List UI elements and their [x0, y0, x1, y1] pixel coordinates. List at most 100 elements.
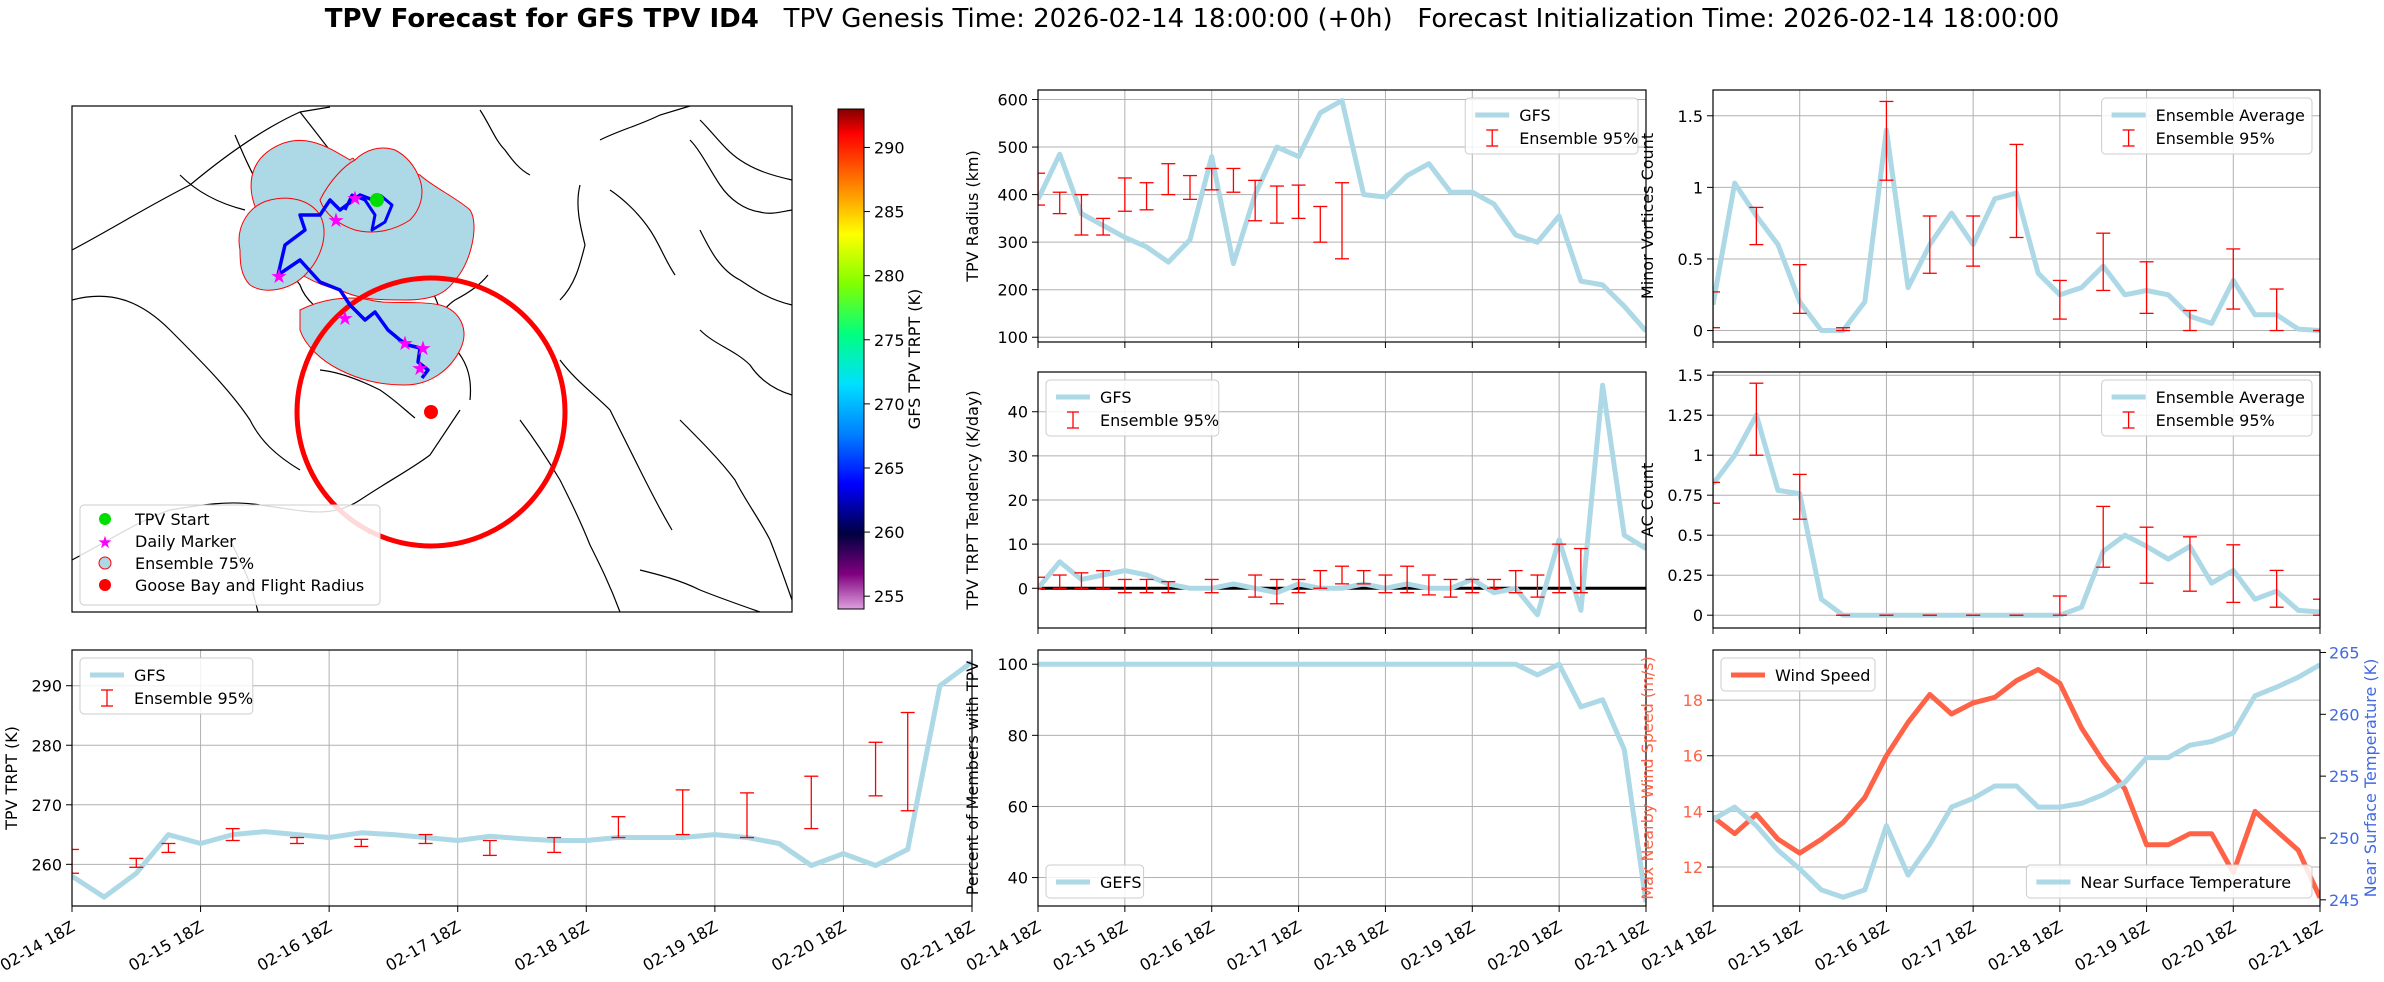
ensemble-75-southeast-lobe	[299, 297, 465, 386]
ensemble-75-north-lobe	[319, 147, 423, 233]
errorbar	[1966, 215, 1981, 267]
y-tick-label: 1	[1693, 446, 1703, 465]
errorbar	[1443, 578, 1458, 598]
errorbar	[1749, 206, 1764, 246]
legend-box	[2025, 864, 2313, 899]
colorbar-tick-label: 255	[874, 587, 905, 606]
errorbar	[1313, 205, 1328, 243]
x-tick-label: 02-14 18Z	[0, 917, 78, 975]
errorbar	[1713, 481, 1720, 504]
errorbar	[1552, 543, 1567, 594]
x-tick-label: 02-18 18Z	[511, 917, 592, 975]
y-tick-label: 0.25	[1667, 566, 1703, 585]
errorbar	[547, 836, 562, 854]
x-tick-label: 02-21 18Z	[1571, 917, 1652, 975]
chart-trpt: 260 270 280 290 TPV TRPT (K) 02-14 18Z 02-15 1…	[0, 649, 978, 975]
x-tick-label: 02-21 18Z	[2245, 917, 2326, 975]
daily-marker-6: ★	[414, 336, 432, 360]
y-tick-label: 100	[997, 328, 1028, 347]
y-tick-label: 0	[1693, 606, 1703, 625]
legend-goose-bay: Goose Bay and Flight Radius	[135, 576, 364, 595]
colorbar-tick-label: 285	[874, 203, 905, 222]
errorbar	[868, 741, 883, 797]
errorbar	[1335, 565, 1349, 585]
legend-label: GFS	[1519, 106, 1550, 125]
daily-marker-4: ★	[336, 306, 354, 330]
x-tick-label: 02-19 18Z	[2071, 917, 2152, 975]
figure-title-rest: TPV Genesis Time: 2026-02-14 18:00:00 (+…	[758, 4, 2060, 34]
legend-box	[79, 657, 254, 715]
chart-percent: 40 60 80 100 Percent of Members with TPV 02-1…	[963, 649, 1652, 975]
x-tick-label: 02-17 18Z	[1223, 917, 1304, 975]
x-tick-label: 02-14 18Z	[1638, 917, 1719, 975]
errorbar	[1139, 578, 1154, 594]
legend-ensemble-75: Ensemble 75%	[135, 554, 254, 573]
y-tick-label: 0.75	[1667, 486, 1703, 505]
y-tick-label: 0.5	[1678, 250, 1703, 269]
x-tick-label: 02-18 18Z	[1310, 917, 1391, 975]
series-line-wind-speed	[1713, 667, 2320, 899]
x-tick-label: 02-21 18Z	[897, 917, 978, 975]
errorbar	[1074, 193, 1089, 236]
legend-box	[1464, 97, 1639, 155]
y-tick-label: 290	[31, 677, 62, 696]
daily-marker-1: ★	[346, 186, 364, 210]
errorbar	[2139, 261, 2154, 315]
x-tick-label: 02-15 18Z	[125, 917, 206, 975]
y-tick-label: 1	[1693, 178, 1703, 197]
legend-box	[1045, 864, 1145, 899]
axes-frame	[1037, 371, 1647, 629]
chart-minor: 0 0.5 1 1.5 Minor Vortices Count Ensemble Ave…	[1638, 89, 2321, 348]
map-panel: ★ ★ ★ ★ ★ ★ ★ TPV Start ★ Daily Marker E…	[71, 105, 924, 613]
errorbar	[1922, 215, 1937, 274]
x-tick-label: 02-15 18Z	[1050, 917, 1131, 975]
legend-label: Ensemble 95%	[1519, 129, 1638, 148]
y2-tick-label: 255	[2329, 767, 2360, 786]
y2-axis-label: Near Surface Temperature (K)	[2361, 659, 2380, 898]
daily-marker-5: ★	[396, 331, 414, 355]
legend: GFS Ensemble 95%	[1045, 379, 1220, 437]
errorbar	[1749, 382, 1764, 456]
legend: Wind Speed	[1720, 657, 1876, 692]
colorbar-tick-label: 270	[874, 395, 905, 414]
errorbar	[354, 838, 369, 848]
legend-daily-marker: Daily Marker	[135, 532, 236, 551]
legend-label: Near Surface Temperature	[2080, 873, 2291, 892]
y-tick-label: 40	[1008, 403, 1028, 422]
tpv-track	[276, 193, 430, 380]
legend-label: Ensemble 95%	[2156, 129, 2275, 148]
y-tick-label: 20	[1008, 491, 1028, 510]
legend-label: Ensemble 95%	[1100, 411, 1219, 430]
errorbar	[675, 789, 690, 836]
errorbar	[290, 836, 304, 845]
y-tick-label: 600	[997, 91, 1028, 110]
axes-frame	[71, 649, 973, 907]
errorbar	[1465, 578, 1480, 594]
y-tick-label: 10	[1008, 535, 1028, 554]
errorbar	[225, 827, 240, 842]
errorbar	[1096, 569, 1111, 589]
errorbar	[482, 839, 497, 857]
errorbar	[1508, 569, 1523, 594]
y-tick-label: 12	[1683, 858, 1703, 877]
axes-frame	[1712, 371, 2321, 629]
x-tick-label: 02-20 18Z	[1484, 917, 1565, 975]
errorbar	[1226, 167, 1241, 193]
errorbar	[1335, 182, 1349, 260]
y2-tick-label: 265	[2329, 643, 2360, 662]
errorbar	[1161, 163, 1176, 196]
x-tick-label: 02-20 18Z	[768, 917, 849, 975]
legend-label: GEFS	[1100, 873, 1142, 892]
colorbar-ticks: 255 260 265 270 275 280 285 290	[864, 138, 905, 606]
daily-marker-3: ★	[270, 264, 288, 288]
tpv-track-north	[343, 193, 394, 232]
errorbar	[2052, 595, 2067, 616]
y-tick-label: 100	[997, 655, 1028, 674]
map-legend-box	[79, 504, 381, 606]
series-line-gfs	[72, 659, 972, 900]
y-tick-label: 1.5	[1678, 366, 1703, 385]
legend-box	[1720, 657, 1876, 692]
axes-frame	[1037, 649, 1647, 907]
y-tick-label: 40	[1008, 869, 1028, 888]
